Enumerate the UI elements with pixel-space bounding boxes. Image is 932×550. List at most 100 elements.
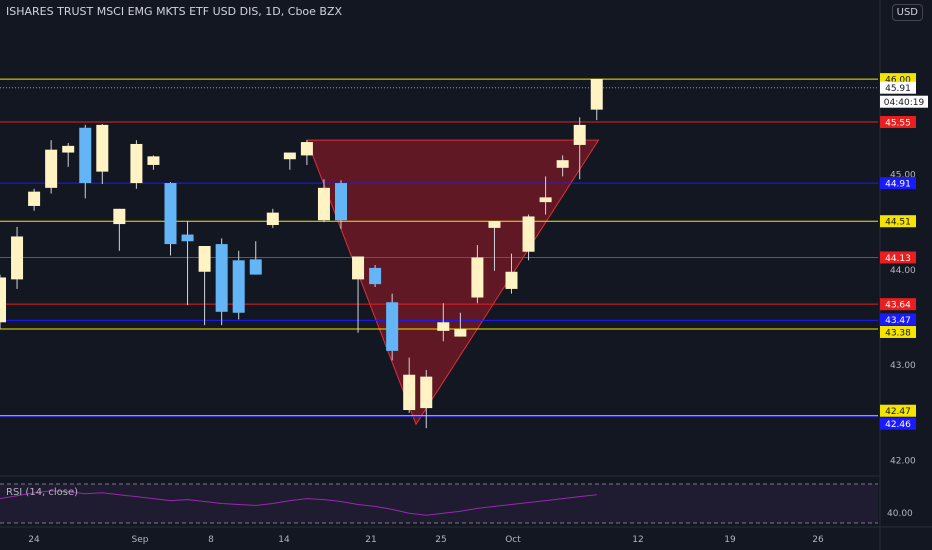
candle xyxy=(386,293,399,361)
chart-title: ISHARES TRUST MSCI EMG MKTS ETF USD DIS,… xyxy=(6,5,343,18)
candle xyxy=(11,226,24,289)
candle xyxy=(0,274,6,329)
candle xyxy=(573,117,586,180)
candle-body xyxy=(556,160,569,168)
level-tag-2 xyxy=(880,177,916,190)
candle xyxy=(522,214,535,261)
candle-body xyxy=(11,236,24,280)
candle xyxy=(198,246,211,326)
time-tick-label: 25 xyxy=(435,535,446,545)
time-tick-label: 8 xyxy=(208,535,214,545)
candle-body xyxy=(198,246,211,272)
rsi-tick-label: 40.00 xyxy=(887,509,913,519)
level-tag-label: 45.55 xyxy=(885,119,911,129)
candle xyxy=(232,250,245,320)
candle-body xyxy=(471,257,484,298)
current-price-label: 45.91 xyxy=(885,84,911,94)
candle xyxy=(420,369,433,429)
candle-body xyxy=(573,124,586,145)
candle-body xyxy=(130,143,143,184)
candle-body xyxy=(317,187,330,221)
candle xyxy=(335,180,347,229)
candle xyxy=(130,140,143,189)
candle-body xyxy=(232,260,245,313)
time-tick-label: Sep xyxy=(132,535,149,545)
candle-body xyxy=(113,208,126,225)
candle-body xyxy=(283,152,296,160)
candle-body xyxy=(62,145,75,153)
level-tag-label: 43.38 xyxy=(885,328,911,338)
candle-body xyxy=(369,267,382,285)
level-tag-label: 43.47 xyxy=(885,316,911,326)
level-tag-label: 44.91 xyxy=(885,180,911,190)
level-tag-3 xyxy=(880,215,916,228)
candle xyxy=(403,357,416,413)
level-tag-7 xyxy=(880,325,916,338)
candle xyxy=(437,303,450,342)
candle-body xyxy=(522,216,535,252)
level-tag-6 xyxy=(880,313,916,326)
candle-body xyxy=(164,183,177,245)
rsi-band xyxy=(0,484,878,523)
candle-body xyxy=(454,328,467,337)
candle xyxy=(471,245,484,304)
candle xyxy=(539,176,552,215)
time-tick-label: 12 xyxy=(632,535,643,545)
time-tick-label: Oct xyxy=(505,535,521,545)
level-tag-8 xyxy=(880,404,916,417)
level-tag-label: 46.00 xyxy=(885,76,911,86)
candle xyxy=(556,155,569,177)
price-tick-label: 42.00 xyxy=(890,457,916,467)
candle-body xyxy=(352,256,365,280)
candle-body xyxy=(215,244,228,312)
candle-body xyxy=(386,302,399,351)
candle-body xyxy=(96,124,109,172)
candle-body xyxy=(45,149,58,188)
candle-body xyxy=(437,322,450,331)
level-tag-label: 42.46 xyxy=(885,420,911,430)
candle xyxy=(249,241,262,275)
candle xyxy=(454,312,467,337)
current-price-tag xyxy=(880,81,916,94)
candle xyxy=(147,155,160,170)
level-tag-label: 42.47 xyxy=(885,407,911,417)
candle-body xyxy=(539,197,552,203)
candle xyxy=(113,208,126,251)
candle xyxy=(369,265,382,288)
candle xyxy=(488,221,501,271)
candle-body xyxy=(488,221,501,228)
level-tag-label: 44.51 xyxy=(885,218,911,228)
level-tag-4 xyxy=(880,251,916,264)
countdown-tag xyxy=(880,95,928,108)
candle xyxy=(300,140,313,165)
price-tick-label: 45.00 xyxy=(890,170,916,180)
candle xyxy=(28,188,41,211)
candle xyxy=(283,152,296,170)
candle-body xyxy=(403,374,416,411)
currency-button[interactable]: USD xyxy=(891,4,923,21)
candle xyxy=(96,123,109,185)
level-tag-label: 44.13 xyxy=(885,254,911,264)
price-tick-label: 44.00 xyxy=(890,266,916,276)
rsi-line xyxy=(0,490,597,516)
candle xyxy=(79,124,92,199)
candle-body xyxy=(28,191,41,206)
time-tick-label: 24 xyxy=(28,535,40,545)
time-tick-label: 19 xyxy=(724,535,736,545)
candle-body xyxy=(266,212,279,226)
price-tick-label: 43.00 xyxy=(890,361,916,371)
candle xyxy=(317,179,330,223)
level-tag-label: 43.64 xyxy=(885,301,911,311)
candle xyxy=(505,253,518,294)
candle xyxy=(164,182,177,256)
rsi-label: RSI (14, close) xyxy=(6,487,79,498)
level-tag-5 xyxy=(880,298,916,311)
candle-body xyxy=(0,277,6,323)
level-tag-9 xyxy=(880,417,916,430)
candle xyxy=(181,221,194,306)
candle xyxy=(45,140,58,194)
time-tick-label: 21 xyxy=(365,535,376,545)
time-tick-label: 26 xyxy=(812,535,824,545)
candle-body xyxy=(79,127,92,184)
